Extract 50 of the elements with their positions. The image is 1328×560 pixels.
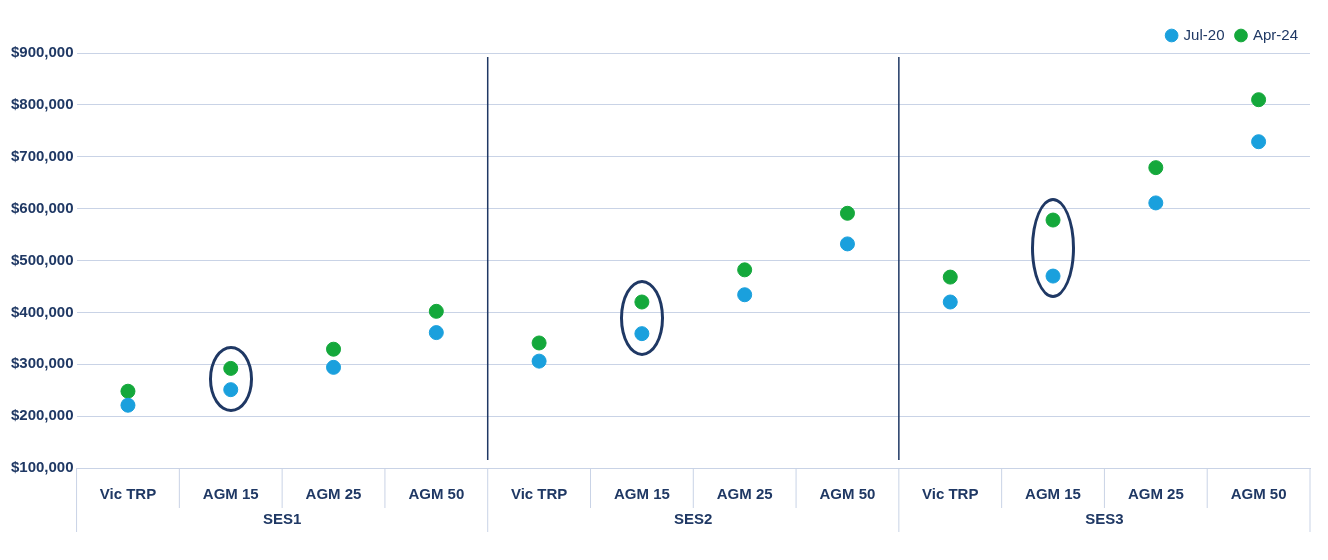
point	[223, 382, 239, 398]
point	[326, 359, 342, 375]
text: SES1	[262, 510, 302, 528]
point	[326, 341, 342, 357]
legend-label: Apr-24	[1252, 25, 1299, 43]
y-tick-label: $700,000	[10, 146, 74, 164]
y-tick-label: $900,000	[10, 43, 74, 61]
x-tick-label: AGM 50	[408, 485, 465, 503]
point	[942, 269, 958, 285]
point	[531, 335, 547, 351]
x-tick-label: AGM 50	[819, 485, 876, 503]
point	[1045, 212, 1061, 228]
y-tick-label: $800,000	[10, 95, 74, 113]
y-tick-label: $600,000	[10, 198, 74, 216]
point	[1148, 195, 1164, 211]
point	[1148, 160, 1164, 176]
x-tick-label: AGM 15	[1025, 485, 1081, 503]
point	[737, 262, 753, 278]
y-tick-label: $200,000	[10, 406, 74, 424]
x-tick-label: AGM 25	[716, 485, 773, 503]
x-tick-label: AGM 25	[1127, 485, 1184, 503]
legend-label: Jul-20	[1183, 25, 1225, 43]
point	[531, 353, 547, 369]
y-tick-label: $100,000	[10, 458, 74, 476]
point	[737, 287, 753, 303]
point	[839, 205, 855, 221]
x-tick-label: AGM 25	[305, 485, 362, 503]
point	[223, 360, 239, 376]
point	[839, 236, 855, 252]
point	[634, 326, 650, 342]
text: SES3	[1085, 510, 1124, 528]
y-tick-label: $400,000	[10, 302, 74, 320]
point	[942, 294, 958, 310]
point	[120, 397, 136, 413]
point	[428, 325, 444, 341]
point	[1251, 134, 1267, 150]
x-tick-label: AGM 15	[202, 485, 259, 503]
x-tick-label: Vic TRP	[922, 485, 979, 503]
point	[634, 294, 650, 310]
x-tick-label: AGM 50	[1230, 485, 1287, 503]
point	[1045, 268, 1061, 284]
point	[120, 383, 136, 399]
text: SES2	[674, 510, 713, 528]
y-tick-label: $500,000	[10, 250, 74, 268]
point	[428, 303, 444, 319]
x-tick-label: AGM 15	[613, 485, 670, 503]
point	[1251, 92, 1267, 108]
y-tick-label: $300,000	[10, 354, 74, 372]
x-tick-label: Vic TRP	[510, 485, 568, 503]
x-tick-label: Vic TRP	[99, 485, 157, 503]
